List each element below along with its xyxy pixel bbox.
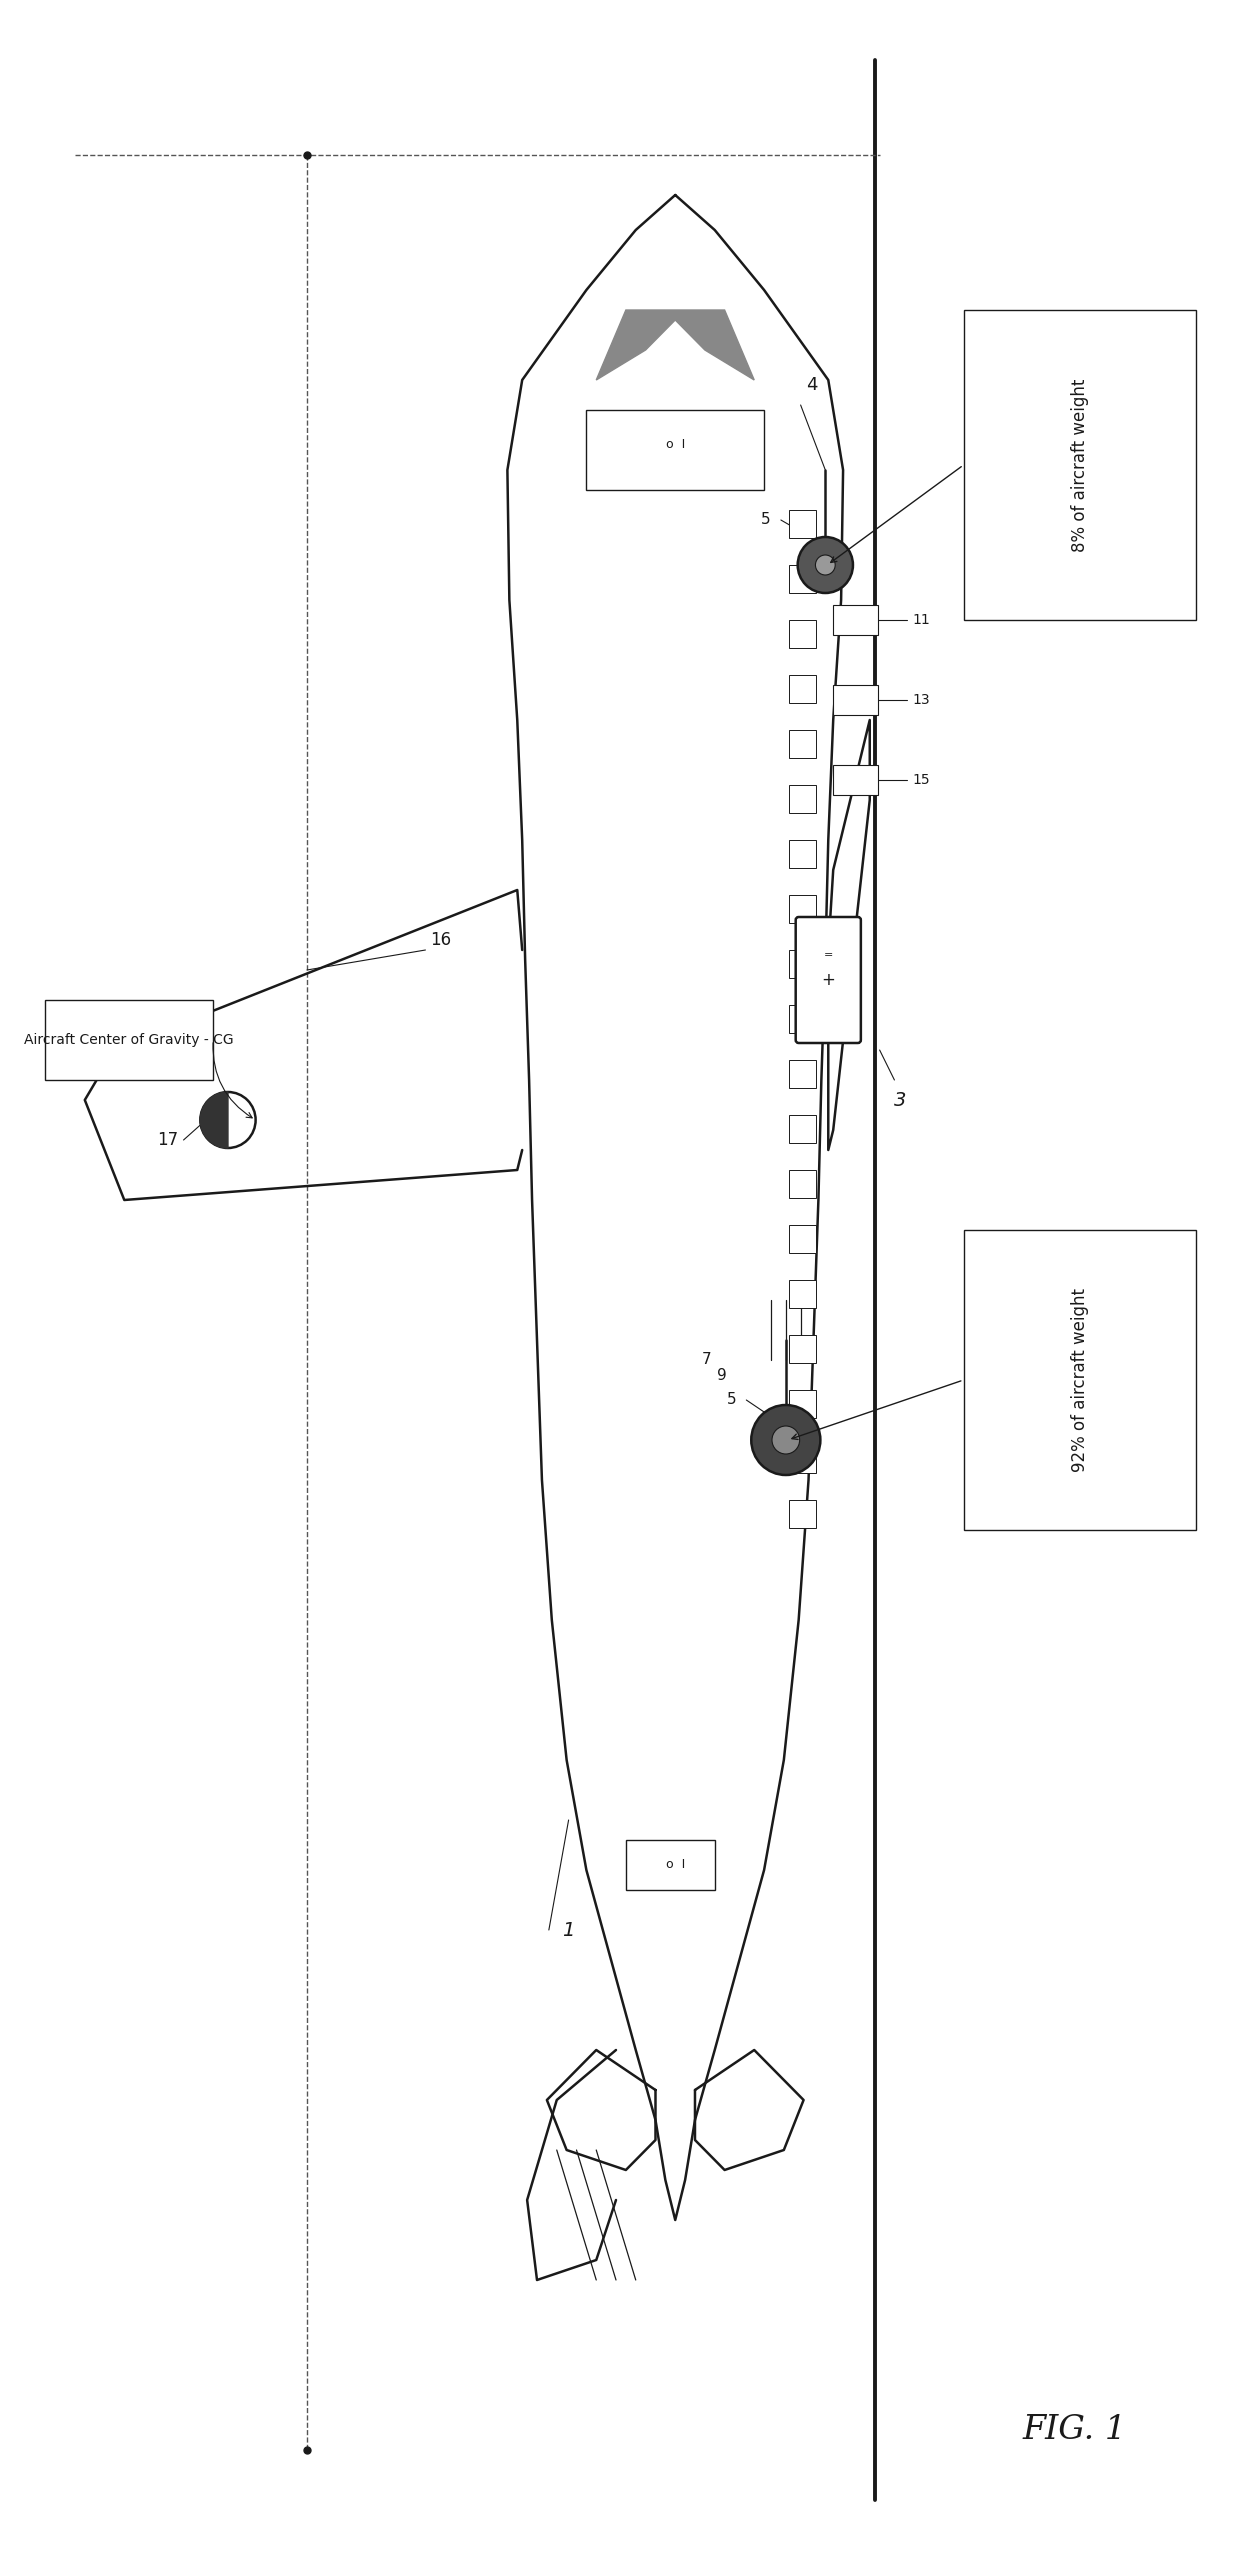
- Circle shape: [201, 1092, 255, 1148]
- Bar: [833, 605, 878, 635]
- Text: 17: 17: [157, 1130, 179, 1148]
- Text: =: =: [823, 949, 833, 959]
- Text: 11: 11: [913, 612, 930, 628]
- Bar: [789, 949, 816, 977]
- Bar: [789, 1500, 816, 1528]
- Text: 4: 4: [806, 375, 817, 393]
- Circle shape: [816, 556, 836, 574]
- Bar: [963, 1230, 1195, 1531]
- Bar: [789, 676, 816, 704]
- Text: 1: 1: [563, 1921, 575, 1939]
- Bar: [789, 1005, 816, 1033]
- Text: o  I: o I: [666, 439, 684, 452]
- Bar: [587, 411, 764, 490]
- Text: Aircraft Center of Gravity - CG: Aircraft Center of Gravity - CG: [25, 1033, 234, 1046]
- Text: FIG. 1: FIG. 1: [1023, 2413, 1127, 2446]
- Text: 16: 16: [430, 931, 451, 949]
- Text: 8% of aircraft weight: 8% of aircraft weight: [1070, 378, 1089, 551]
- Bar: [789, 1444, 816, 1472]
- Bar: [789, 1061, 816, 1087]
- Bar: [789, 1224, 816, 1253]
- Polygon shape: [596, 311, 754, 380]
- Bar: [963, 311, 1195, 620]
- Bar: [789, 620, 816, 648]
- Text: 15: 15: [913, 773, 930, 788]
- Text: 9: 9: [717, 1367, 727, 1383]
- Bar: [626, 1839, 714, 1890]
- Bar: [789, 895, 816, 923]
- Bar: [789, 839, 816, 867]
- Bar: [789, 1390, 816, 1418]
- Bar: [789, 730, 816, 758]
- Bar: [789, 564, 816, 592]
- Bar: [833, 765, 878, 796]
- Bar: [789, 1115, 816, 1143]
- Text: 7: 7: [702, 1352, 712, 1367]
- Text: 3: 3: [894, 1089, 906, 1110]
- Text: +: +: [821, 972, 836, 990]
- Text: 13: 13: [913, 694, 930, 707]
- Bar: [789, 510, 816, 538]
- Bar: [46, 1000, 213, 1079]
- Bar: [789, 1171, 816, 1199]
- Polygon shape: [201, 1092, 228, 1148]
- Circle shape: [773, 1426, 800, 1454]
- Text: 92% of aircraft weight: 92% of aircraft weight: [1070, 1288, 1089, 1472]
- Text: 5: 5: [727, 1393, 737, 1408]
- Bar: [789, 1281, 816, 1309]
- Circle shape: [751, 1406, 821, 1474]
- FancyBboxPatch shape: [796, 916, 861, 1043]
- Circle shape: [797, 538, 853, 592]
- Text: 5: 5: [761, 513, 771, 528]
- Bar: [833, 686, 878, 714]
- Bar: [789, 1334, 816, 1362]
- Bar: [789, 786, 816, 814]
- Text: o  I: o I: [666, 1860, 684, 1872]
